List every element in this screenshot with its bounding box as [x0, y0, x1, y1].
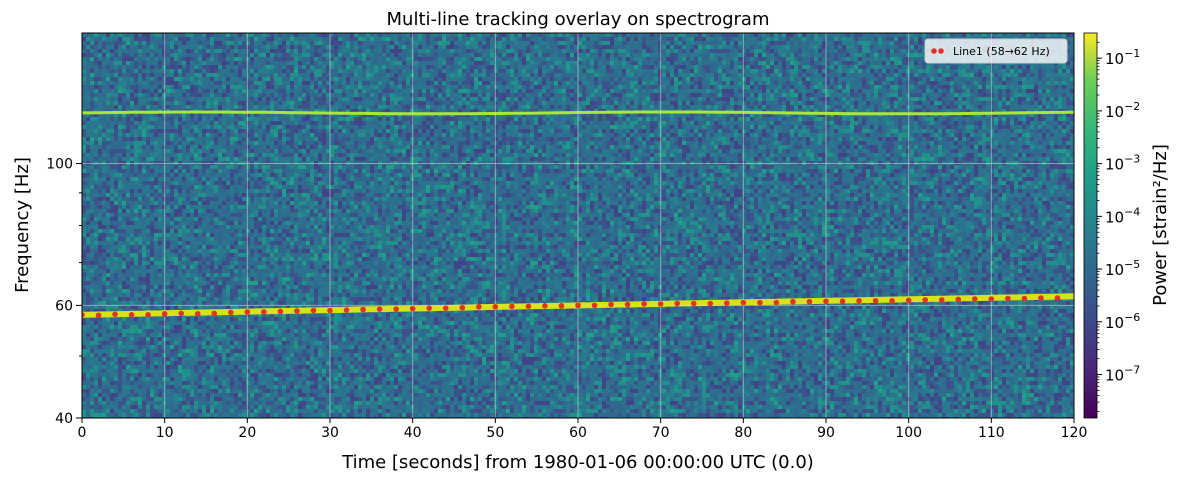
point-38 — [707, 301, 713, 307]
point-40 — [741, 300, 747, 306]
point-33 — [625, 302, 631, 308]
point-29 — [559, 303, 565, 309]
point-26 — [509, 304, 515, 310]
point-55 — [989, 296, 995, 302]
point-18 — [377, 306, 383, 312]
x-tick-label-4: 40 — [404, 425, 422, 441]
point-37 — [691, 301, 697, 307]
y-axis-label: Frequency [Hz] — [12, 157, 33, 293]
point-13 — [294, 308, 300, 314]
x-tick-label-12: 120 — [1061, 425, 1088, 441]
x-tick-label-7: 70 — [652, 425, 670, 441]
x-axis: 0 10 20 30 40 50 60 70 80 90 100 110 120 — [78, 418, 1088, 441]
point-21 — [426, 305, 432, 311]
point-22 — [443, 305, 449, 311]
point-19 — [393, 306, 399, 312]
point-52 — [939, 297, 945, 303]
point-3 — [129, 312, 135, 318]
legend-marker-2 — [938, 48, 944, 54]
legend-marker-1 — [931, 48, 937, 54]
point-41 — [757, 300, 763, 306]
colorbar-label: Power [strain²/Hz] — [1150, 144, 1171, 306]
point-39 — [724, 300, 730, 306]
cb-tick-label-1: 10−6 — [1105, 311, 1140, 332]
point-23 — [459, 305, 465, 311]
cb-tick-label-3: 10−4 — [1105, 205, 1140, 226]
point-59 — [1055, 295, 1061, 301]
point-6 — [178, 311, 184, 317]
point-4 — [145, 312, 151, 318]
point-15 — [327, 308, 333, 314]
point-9 — [228, 310, 234, 316]
point-43 — [790, 299, 796, 305]
cb-tick-label-5: 10−2 — [1105, 100, 1140, 121]
y-tick-label-1: 60 — [55, 298, 73, 314]
cb-tick-label-6: 10−1 — [1105, 47, 1140, 68]
point-2 — [112, 312, 118, 318]
point-28 — [542, 303, 548, 309]
point-11 — [261, 309, 267, 315]
x-tick-label-3: 30 — [321, 425, 339, 441]
point-36 — [674, 301, 680, 307]
x-tick-label-9: 90 — [817, 425, 835, 441]
chart-title: Multi-line tracking overlay on spectrogr… — [387, 9, 770, 30]
x-tick-label-5: 50 — [486, 425, 504, 441]
point-25 — [493, 304, 499, 310]
point-32 — [608, 302, 614, 308]
x-tick-label-0: 0 — [78, 425, 87, 441]
point-46 — [840, 298, 846, 304]
point-45 — [823, 298, 829, 304]
point-47 — [856, 298, 862, 304]
y-tick-label-2: 100 — [46, 157, 73, 173]
x-tick-label-1: 10 — [156, 425, 174, 441]
point-53 — [955, 297, 961, 303]
point-50 — [906, 298, 912, 304]
point-20 — [410, 306, 416, 312]
point-14 — [311, 308, 317, 314]
x-tick-label-10: 100 — [895, 425, 922, 441]
x-tick-label-2: 20 — [238, 425, 256, 441]
point-56 — [1005, 296, 1011, 302]
point-17 — [360, 307, 366, 313]
cb-tick-label-0: 10−7 — [1105, 364, 1140, 385]
point-54 — [972, 296, 978, 302]
point-5 — [162, 311, 168, 317]
point-34 — [641, 301, 647, 307]
point-35 — [658, 301, 664, 307]
point-8 — [211, 311, 217, 317]
point-1 — [96, 312, 102, 318]
point-58 — [1038, 295, 1044, 301]
point-10 — [245, 309, 251, 315]
point-7 — [195, 311, 201, 317]
colorbar-gradient — [1084, 33, 1097, 418]
point-16 — [344, 307, 350, 313]
x-axis-label: Time [seconds] from 1980-01-06 00:00:00 … — [341, 452, 814, 473]
legend: Line1 (58→62 Hz) — [925, 39, 1067, 63]
point-31 — [592, 303, 598, 309]
colorbar-ticks: 10−7 10−6 10−5 10−4 10−3 10−2 10−1 — [1097, 42, 1140, 411]
colorbar — [1084, 33, 1097, 418]
x-tick-label-8: 80 — [734, 425, 752, 441]
y-axis: 40 60 100 — [46, 157, 82, 427]
x-tick-label-6: 60 — [569, 425, 587, 441]
y-tick-label-0: 40 — [55, 411, 73, 427]
point-12 — [278, 309, 284, 315]
legend-label: Line1 (58→62 Hz) — [953, 45, 1050, 58]
point-49 — [889, 298, 895, 304]
point-27 — [526, 304, 532, 310]
point-42 — [774, 300, 780, 306]
point-51 — [922, 297, 928, 303]
point-48 — [873, 298, 879, 304]
cb-tick-label-4: 10−3 — [1105, 153, 1140, 174]
point-24 — [476, 304, 482, 310]
point-57 — [1022, 296, 1028, 302]
cb-tick-label-2: 10−5 — [1105, 258, 1140, 279]
point-30 — [575, 303, 581, 309]
point-44 — [807, 299, 813, 305]
x-tick-label-11: 110 — [978, 425, 1005, 441]
